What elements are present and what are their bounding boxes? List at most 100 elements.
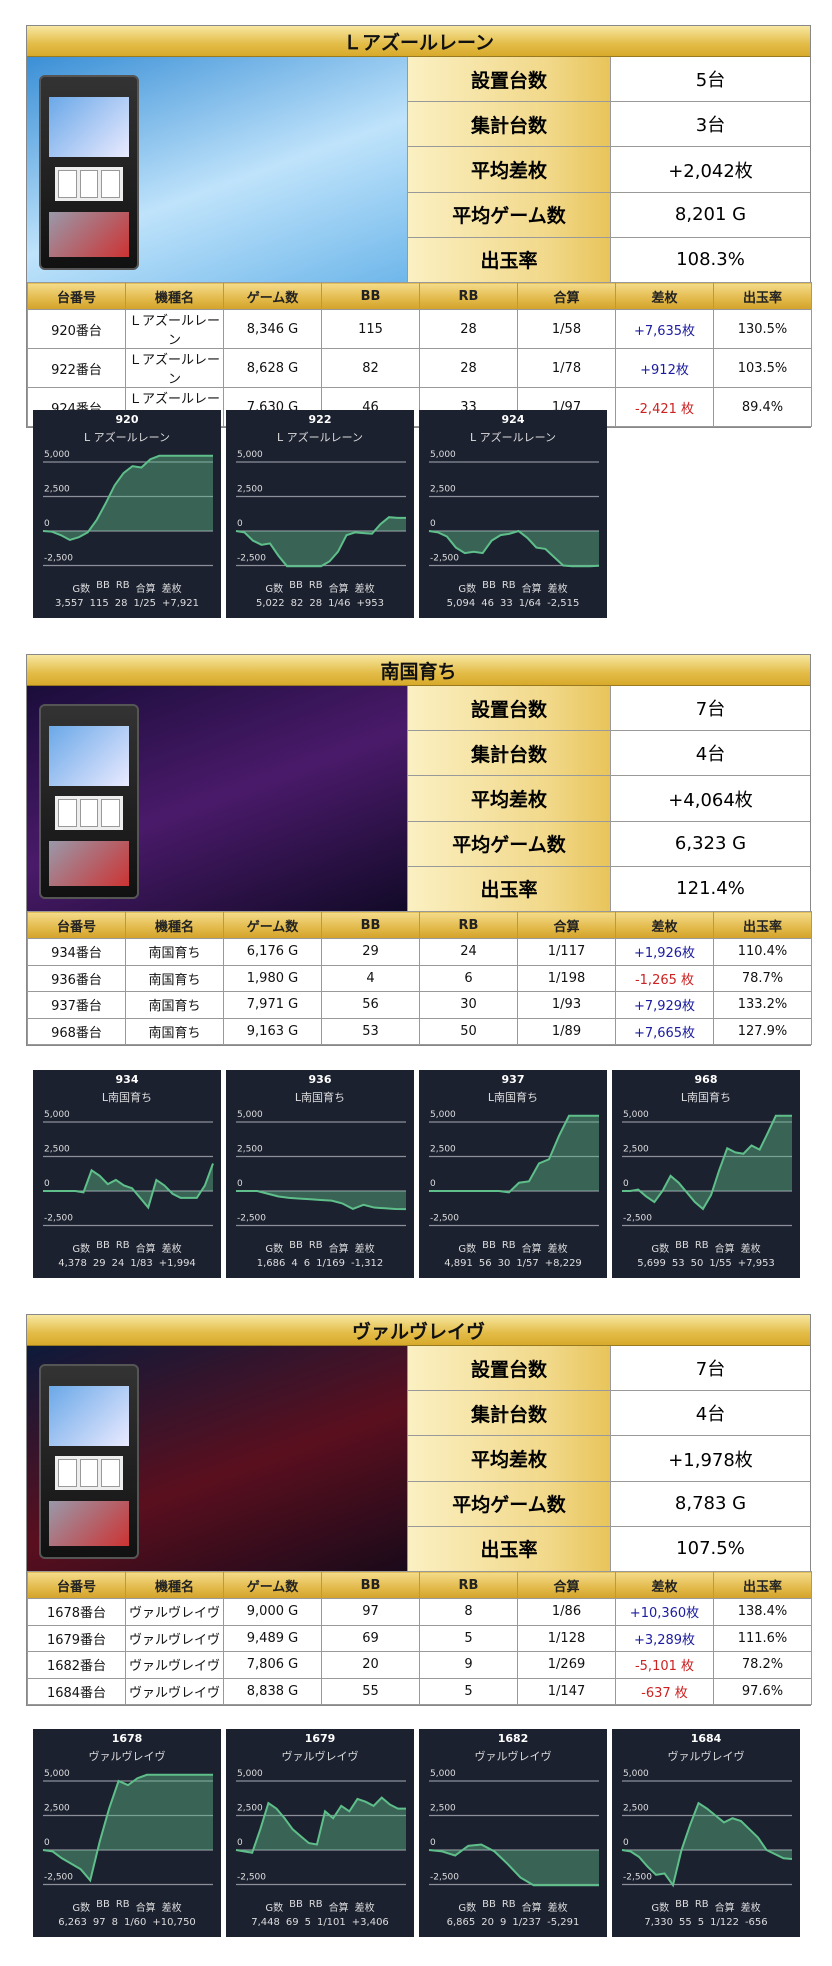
stat-value: 4台	[611, 1391, 810, 1436]
graph-stat-value: 46	[481, 598, 494, 609]
table-cell: 7,971 G	[223, 991, 322, 1019]
graph-stat-header: 合算	[135, 584, 156, 595]
y-tick-label: 0	[44, 1179, 50, 1189]
graph-stat-value: +7,921	[161, 598, 199, 609]
graph-stat-header: RB	[501, 580, 516, 591]
graph-machine-name: L南国育ち	[294, 1091, 346, 1104]
slump-graph: 5,000 2,500 0 -2,500	[42, 1769, 213, 1886]
slump-graph-card[interactable]: 936 L南国育ち 5,000 2,500 0 -2,500 G数 BB RB 合算 差枚 1,686…	[226, 1070, 414, 1278]
graph-stat-value: 1/169	[316, 1258, 345, 1269]
column-header: 機種名	[125, 911, 224, 939]
graph-stat-value: +8,229	[544, 1258, 582, 1269]
table-row[interactable]: 968番台 南国育ち 9,163 G 53 50 1/89 +7,665枚 127.9%	[27, 1017, 812, 1045]
y-tick-label: 2,500	[430, 485, 456, 495]
graph-stat-values: 5,699 53 50 1/55 +7,953	[612, 1258, 800, 1269]
column-header: 台番号	[27, 911, 126, 939]
stat-row: 出玉率 121.4%	[407, 866, 810, 912]
graph-stat-value: 6,263	[58, 1917, 87, 1928]
section-title: ヴァルヴレイヴ	[27, 1315, 810, 1346]
y-tick-label: 2,500	[237, 1804, 263, 1814]
graph-line	[42, 1773, 213, 1883]
table-cell: 1682番台	[27, 1651, 126, 1679]
column-header: 差枚	[615, 282, 714, 310]
y-tick-label: 2,500	[623, 1145, 649, 1155]
graph-stat-value: 7,448	[251, 1917, 280, 1928]
slump-graph-card[interactable]: 937 L南国育ち 5,000 2,500 0 -2,500 G数 BB RB 合算 差枚 4,891…	[419, 1070, 607, 1278]
table-row[interactable]: 936番台 南国育ち 1,980 G 4 6 1/198 -1,265 枚 78.7%	[27, 964, 812, 992]
graph-stat-value: 55	[679, 1917, 692, 1928]
graph-stat-headers: G数 BB RB 合算 差枚	[33, 1899, 221, 1914]
table-cell: 130.5%	[713, 309, 812, 349]
y-tick-label: 2,500	[430, 1145, 456, 1155]
stat-row: 平均ゲーム数 8,783 G	[407, 1481, 810, 1527]
column-header: RB	[419, 911, 518, 939]
stat-label: 出玉率	[407, 866, 611, 912]
section-title: 南国育ち	[27, 655, 810, 686]
summary-stats: 設置台数 7台 集計台数 4台 平均差枚 +1,978枚 平均ゲーム数 8,783 G 出玉率 1…	[407, 1346, 810, 1572]
graph-stat-value: +7,953	[737, 1258, 775, 1269]
column-header: 機種名	[125, 282, 224, 310]
graph-stat-headers: G数 BB RB 合算 差枚	[612, 1240, 800, 1255]
graph-stat-header: 差枚	[161, 584, 182, 595]
table-cell: 南国育ち	[125, 1017, 224, 1045]
graph-stat-value: 1/83	[130, 1258, 153, 1269]
slump-graph-card[interactable]: 1679 ヴァルヴレイヴ 5,000 2,500 0 -2,500 G数 BB RB 合算 差枚 7,…	[226, 1729, 414, 1937]
stat-value: 6,323 G	[611, 821, 810, 866]
graph-area	[622, 1803, 792, 1886]
stat-row: 設置台数 5台	[407, 57, 810, 103]
stat-row: 平均差枚 +4,064枚	[407, 776, 810, 822]
stat-value: +1,978枚	[611, 1436, 810, 1481]
table-row[interactable]: 1684番台 ヴァルヴレイヴ 8,838 G 55 5 1/147 -637 枚 97.6%	[27, 1677, 812, 1705]
table-cell: -2,421 枚	[615, 387, 714, 427]
graph-stat-header: 差枚	[547, 584, 568, 595]
graph-stat-header: RB	[308, 1240, 323, 1251]
y-tick-label: -2,500	[430, 1214, 459, 1224]
table-row[interactable]: 1679番台 ヴァルヴレイヴ 9,489 G 69 5 1/128 +3,289枚 111.6…	[27, 1624, 812, 1652]
table-row[interactable]: 922番台 Ｌアズールレーン 8,628 G 82 28 1/78 +912枚 103.5%	[27, 348, 812, 388]
graph-stat-value: 5,094	[446, 598, 476, 609]
table-row[interactable]: 937番台 南国育ち 7,971 G 56 30 1/93 +7,929枚 133.2%	[27, 991, 812, 1019]
slump-graphs: 1678 ヴァルヴレイヴ 5,000 2,500 0 -2,500 G数 BB RB 合算 差枚 6,…	[33, 1729, 800, 1937]
table-row[interactable]: 1682番台 ヴァルヴレイヴ 7,806 G 20 9 1/269 -5,101 枚 78.2…	[27, 1651, 812, 1679]
slump-graph-card[interactable]: 1684 ヴァルヴレイヴ 5,000 2,500 0 -2,500 G数 BB RB 合算 差枚 7,…	[612, 1729, 800, 1937]
slump-graph: 5,000 2,500 0 -2,500	[429, 1110, 599, 1227]
slump-graph: 5,000 2,500 0 -2,500	[43, 1110, 214, 1227]
reel	[79, 170, 99, 198]
slump-graph-card[interactable]: 1678 ヴァルヴレイヴ 5,000 2,500 0 -2,500 G数 BB RB 合算 差枚 6,…	[33, 1729, 221, 1937]
graph-machine-number: 1684	[690, 1732, 722, 1745]
graph-stat-header: 合算	[328, 1903, 349, 1914]
table-cell: 1/58	[517, 309, 616, 349]
table-row[interactable]: 934番台 南国育ち 6,176 G 29 24 1/117 +1,926枚 110.4%	[27, 938, 812, 966]
y-tick-label: -2,500	[44, 554, 73, 564]
slump-graph-card[interactable]: 922 L アズールレーン 5,000 2,500 0 -2,500 G数 BB RB 合算 差枚 5…	[226, 410, 414, 618]
graph-stat-header: RB	[694, 1240, 709, 1251]
graph-stat-value: -656	[744, 1917, 768, 1928]
y-tick-label: 0	[430, 519, 436, 529]
table-cell: +10,360枚	[615, 1598, 714, 1626]
graph-machine-name: L アズールレーン	[276, 431, 364, 444]
table-row[interactable]: 920番台 Ｌアズールレーン 8,346 G 115 28 1/58 +7,635枚 130.…	[27, 309, 812, 349]
graph-area	[43, 1163, 213, 1208]
graph-stat-value: 1/64	[518, 598, 542, 609]
graph-stat-value: -2,515	[547, 598, 580, 609]
slump-graph-card[interactable]: 1682 ヴァルヴレイヴ 5,000 2,500 0 -2,500 G数 BB RB 合算 差枚 6,…	[419, 1729, 607, 1937]
column-header: 合算	[517, 911, 616, 939]
graph-stat-value: 28	[309, 598, 323, 609]
graph-stat-value: +953	[356, 598, 385, 609]
slump-graph-card[interactable]: 920 L アズールレーン 5,000 2,500 0 -2,500 G数 BB RB 合算 差枚 3…	[33, 410, 221, 618]
table-row[interactable]: 1678番台 ヴァルヴレイヴ 9,000 G 97 8 1/86 +10,360枚 138.4…	[27, 1598, 812, 1626]
table-cell: 968番台	[27, 1017, 126, 1045]
summary-stats: 設置台数 5台 集計台数 3台 平均差枚 +2,042枚 平均ゲーム数 8,201 G 出玉率 1…	[407, 57, 810, 283]
slump-graph-card[interactable]: 924 L アズールレーン 5,000 2,500 0 -2,500 G数 BB RB 合算 差枚 5…	[419, 410, 607, 618]
table-cell: 8	[419, 1598, 518, 1626]
machine-hero: 設置台数 7台 集計台数 4台 平均差枚 +4,064枚 平均ゲーム数 6,323 G 出玉率 1…	[27, 686, 810, 912]
table-header-row: 台番号 機種名 ゲーム数 BB RB 合算 差枚 出玉率	[27, 911, 812, 939]
slump-graph-card[interactable]: 934 L南国育ち 5,000 2,500 0 -2,500 G数 BB RB 合算 差枚 4,378…	[33, 1070, 221, 1278]
y-tick-label: 5,000	[430, 450, 456, 460]
machine-hero: 設置台数 7台 集計台数 4台 平均差枚 +1,978枚 平均ゲーム数 8,783 G 出玉率 1…	[27, 1346, 810, 1572]
slump-graph-card[interactable]: 968 L南国育ち 5,000 2,500 0 -2,500 G数 BB RB 合算 差枚 5,699…	[612, 1070, 800, 1278]
table-cell: ヴァルヴレイヴ	[125, 1624, 224, 1652]
table-cell: 53	[321, 1017, 420, 1045]
table-cell: 6	[419, 964, 518, 992]
